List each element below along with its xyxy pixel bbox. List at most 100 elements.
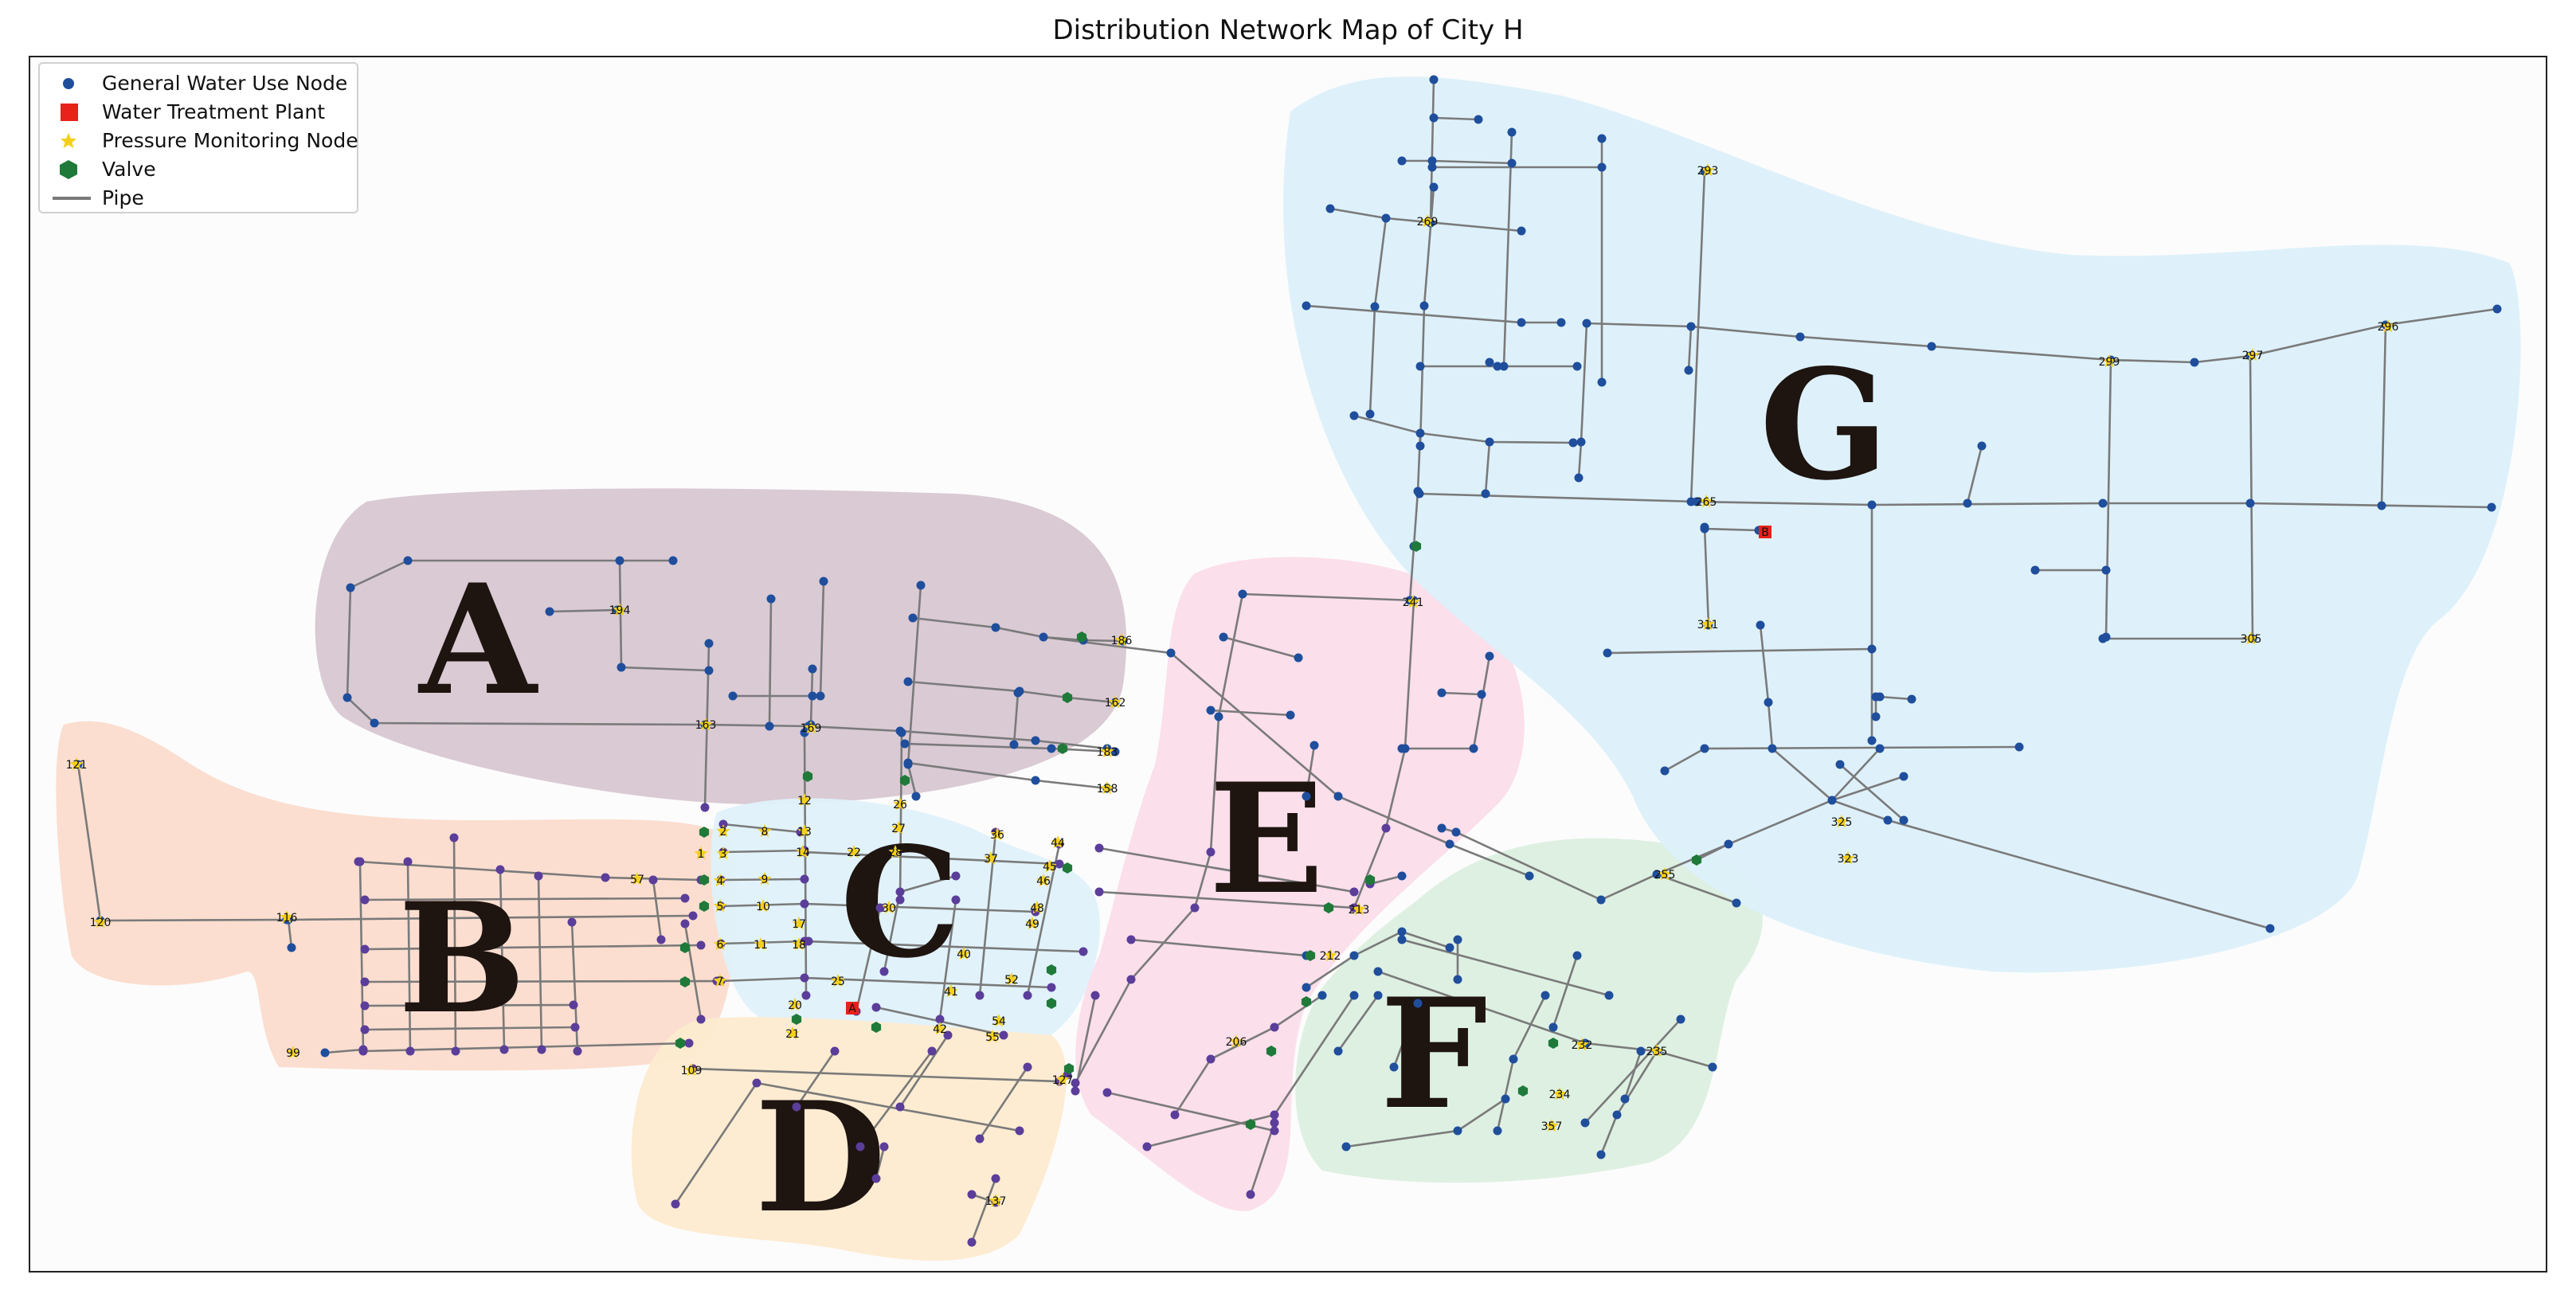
valve — [699, 827, 710, 838]
water-use-node — [656, 935, 666, 944]
pipe — [323, 1048, 365, 1054]
yellow-star-icon — [630, 872, 644, 886]
water-use-node — [1389, 1062, 1399, 1072]
pressure-node-183: 183 — [1097, 745, 1118, 759]
pressure-node-21: 21 — [785, 1026, 800, 1041]
pipe — [803, 902, 1037, 913]
zone-b-region — [56, 721, 737, 1071]
pressure-node-3: 3 — [716, 846, 730, 861]
water-use-node — [1509, 1054, 1518, 1064]
pressure-node-46: 46 — [1036, 874, 1051, 888]
water-use-node — [601, 873, 610, 882]
valve — [1062, 862, 1073, 874]
water-use-node — [360, 1025, 370, 1034]
pressure-node-265: 265 — [1696, 495, 1717, 509]
water-use-node — [1031, 776, 1040, 785]
valve — [871, 1022, 882, 1033]
water-use-node — [1079, 947, 1088, 956]
water-use-node — [343, 693, 352, 702]
pipe — [1353, 414, 1575, 444]
pressure-node-99: 99 — [286, 1046, 300, 1060]
water-use-node — [1429, 75, 1439, 84]
water-use-node — [1170, 1110, 1180, 1120]
water-use-node — [360, 944, 370, 954]
pipe — [363, 944, 703, 951]
pipe — [1026, 843, 1061, 997]
pressure-node-234: 234 — [1549, 1087, 1571, 1101]
pressure-node-label: 4 — [717, 875, 724, 888]
water-use-node — [1246, 1190, 1255, 1199]
pressure-node-6: 6 — [713, 937, 727, 952]
pressure-node-49: 49 — [1025, 917, 1039, 931]
water-use-node — [1660, 766, 1670, 776]
zone-letter-g: G — [1760, 336, 1889, 514]
yellow-star-icon — [990, 827, 1004, 841]
pressure-node-8: 8 — [758, 824, 772, 839]
pipe — [346, 586, 1109, 750]
yellow-star-icon — [1108, 695, 1122, 709]
pipe — [1431, 159, 1513, 165]
pressure-node-label: 213 — [1349, 904, 1370, 917]
valve — [1046, 998, 1057, 1009]
water-use-node — [1764, 698, 1773, 707]
pipe — [1353, 599, 1415, 909]
pressure-node-25: 25 — [831, 974, 845, 988]
yellow-star-icon — [716, 846, 730, 860]
pressure-node-30: 30 — [882, 901, 896, 915]
water-use-node — [1883, 815, 1893, 825]
pipe — [1878, 695, 1913, 701]
water-use-node — [2492, 304, 2502, 314]
valve — [1245, 1119, 1256, 1130]
zone-letter-b: B — [398, 870, 527, 1047]
pipe — [722, 823, 802, 834]
water-use-node — [1485, 437, 1494, 447]
water-use-node — [1365, 409, 1375, 419]
pipe — [1584, 1018, 1682, 1124]
water-use-node — [1597, 377, 1607, 387]
pressure-node-18: 18 — [792, 937, 806, 952]
water-use-node — [855, 1142, 865, 1151]
water-use-node — [1525, 871, 1534, 881]
water-use-node — [358, 1045, 368, 1054]
water-use-node — [1580, 1118, 1590, 1128]
valve — [675, 1038, 686, 1049]
water-use-node — [830, 1046, 840, 1056]
pressure-node-42: 42 — [933, 1022, 947, 1036]
water-use-node — [1485, 358, 1494, 367]
water-use-node — [1413, 999, 1423, 1008]
water-use-node — [1023, 991, 1032, 1000]
water-use-node — [1015, 1126, 1024, 1136]
water-use-node — [1094, 887, 1104, 897]
water-use-node — [1899, 772, 1909, 781]
water-use-node — [1597, 134, 1607, 143]
pressure-node-11: 11 — [754, 937, 768, 952]
water-use-node — [1397, 927, 1407, 936]
water-use-node — [1397, 871, 1407, 881]
water-use-node — [1871, 692, 1881, 702]
valve — [1062, 692, 1073, 703]
water-use-node — [819, 577, 828, 586]
water-use-node — [1373, 967, 1383, 976]
water-use-node — [1899, 815, 1909, 825]
yellow-star-icon — [684, 1063, 699, 1077]
yellow-star-icon — [756, 899, 770, 913]
water-use-node — [1102, 1088, 1112, 1097]
water-use-node — [935, 1015, 945, 1024]
pipe — [1838, 763, 1905, 822]
yellow-star-icon — [713, 874, 727, 887]
yellow-star-icon — [286, 1046, 300, 1059]
valve — [802, 771, 813, 782]
water-use-node — [1485, 651, 1494, 661]
pressure-node-label: 234 — [1549, 1089, 1571, 1101]
water-use-node — [370, 718, 379, 728]
valve — [699, 901, 710, 912]
legend-item-valve: Valve — [40, 156, 357, 183]
pipe — [1305, 930, 1451, 989]
water-use-node — [1023, 1062, 1032, 1072]
pipe — [674, 1081, 758, 1206]
pressure-node-label: 10 — [756, 901, 770, 913]
water-use-node — [1636, 1046, 1646, 1056]
water-use-node — [1867, 644, 1877, 654]
water-use-node — [816, 691, 825, 701]
pressure-node-label: 325 — [1831, 816, 1853, 829]
